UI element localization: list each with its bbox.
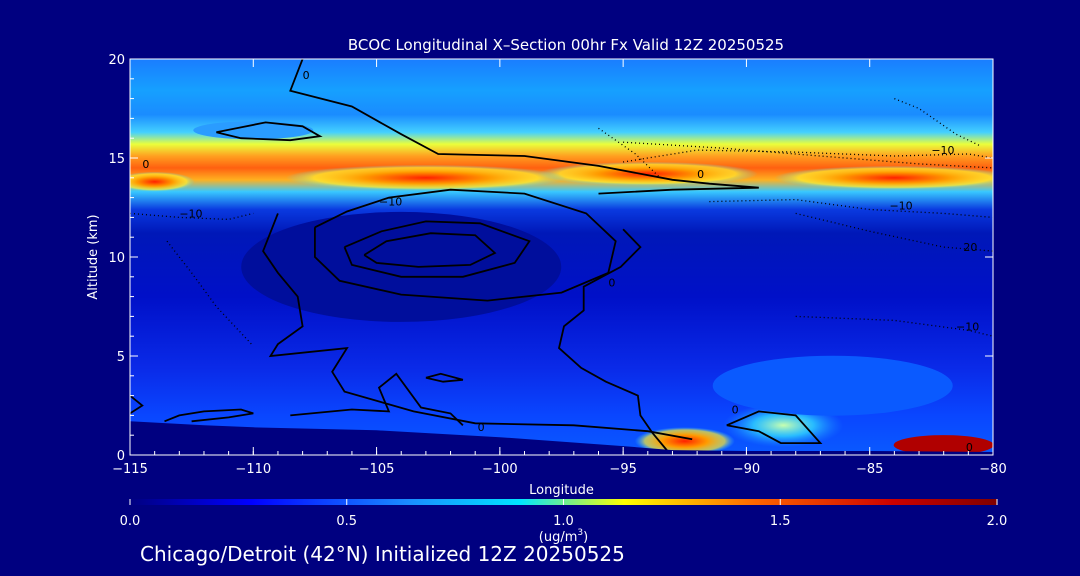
x-tick-label: −90	[733, 462, 760, 477]
contour-lines	[130, 59, 823, 452]
y-tick-label: 10	[108, 251, 125, 266]
contour-line	[558, 228, 669, 452]
colorbar-tick-label: 0.0	[120, 514, 141, 529]
y-axis-label: Altitude (km)	[86, 214, 101, 299]
dotted-contour	[166, 240, 254, 347]
y-tick-label: 15	[108, 152, 125, 167]
x-tick-label: −95	[609, 462, 636, 477]
contour-line	[363, 232, 497, 268]
contour-label: 20	[963, 241, 977, 254]
x-tick-label: −115	[112, 462, 148, 477]
colorbar: 0.0 0.5 1.0 1.5 2.0 (ug/m3)	[120, 499, 1008, 545]
band-hotspot	[130, 171, 195, 192]
negative-contours	[130, 97, 993, 347]
contour-label: 0	[966, 441, 973, 454]
colorbar-ticks: 0.0 0.5 1.0 1.5 2.0	[120, 499, 1008, 529]
terrain-mask	[130, 421, 993, 455]
colorbar-tick-label: 0.5	[336, 514, 357, 529]
y-tick-label: 0	[117, 449, 125, 464]
mid-level-patch	[712, 355, 953, 416]
contour-line	[130, 394, 144, 415]
contour-label: 0	[142, 158, 149, 171]
band-hotspot	[285, 164, 566, 191]
y-tick-label: 5	[117, 350, 125, 365]
x-tick-label: −100	[482, 462, 518, 477]
contour-label: −10	[931, 144, 954, 157]
contour-line	[290, 372, 464, 426]
colorbar-tick-label: 1.5	[770, 514, 791, 529]
y-tick-label: 20	[108, 53, 125, 68]
contour-line	[216, 121, 323, 142]
contour-label: 0	[303, 69, 310, 82]
x-axis: −115 −110 −105 −100 −95 −90 −85 −80	[112, 59, 1007, 477]
colorbar-tick-label: 1.0	[553, 514, 574, 529]
plot-area: 0 0 −10 −10 0 −10 −10 20 0 −10 0 0 0	[130, 59, 993, 455]
dotted-contour	[795, 315, 993, 337]
low-concentration-core	[241, 211, 562, 322]
contour-line	[726, 410, 823, 444]
y-axis: 0 5 10 15 20	[108, 53, 993, 464]
contour-label: −10	[179, 207, 202, 220]
x-tick-label: −85	[856, 462, 883, 477]
x-tick-label: −105	[359, 462, 395, 477]
contour-line	[425, 372, 464, 383]
contour-line	[314, 188, 617, 302]
contour-label: 0	[697, 168, 704, 181]
band-hotspot	[537, 161, 758, 186]
contour-label: −10	[379, 196, 402, 209]
contour-label: −10	[956, 320, 979, 333]
contour-label: −10	[889, 199, 912, 212]
colorbar-units: (ug/m3)	[539, 528, 588, 545]
chart-title: BCOC Longitudinal X–Section 00hr Fx Vali…	[348, 36, 784, 54]
contour-label: 0	[608, 277, 615, 290]
surface-hotspot	[893, 435, 993, 455]
contour-labels: 0 0 −10 −10 0 −10 −10 20 0 −10 0 0 0	[142, 69, 979, 454]
contour-label: 0	[732, 403, 739, 416]
footer-caption: Chicago/Detroit (42°N) Initialized 12Z 2…	[140, 542, 625, 566]
contour-line	[343, 220, 531, 278]
colorbar-tick-label: 2.0	[987, 514, 1008, 529]
x-tick-label: −110	[235, 462, 271, 477]
dotted-contour	[709, 198, 993, 219]
band-hotspot	[774, 165, 993, 190]
contour-label: 0	[478, 421, 485, 434]
dotted-contour	[130, 212, 254, 221]
contour-line	[164, 408, 254, 423]
contour-line	[262, 213, 693, 441]
x-tick-label: −80	[979, 462, 1006, 477]
contour-line	[289, 59, 759, 195]
x-axis-label: Longitude	[529, 483, 594, 498]
dotted-contour	[795, 212, 993, 252]
